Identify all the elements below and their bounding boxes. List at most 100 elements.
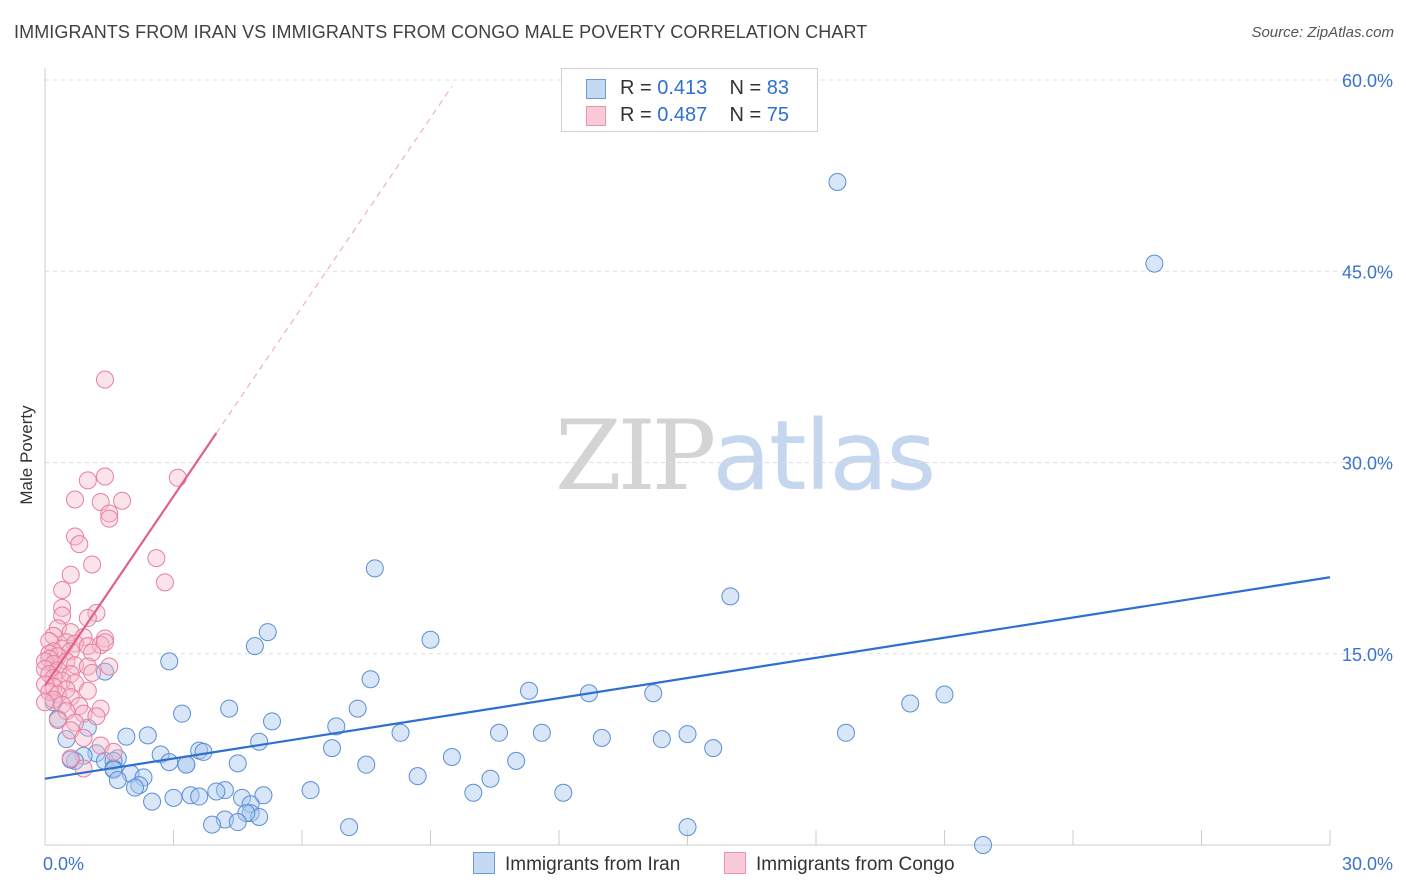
congo-point — [53, 581, 72, 599]
iran-point — [408, 767, 427, 786]
iran-point — [532, 723, 551, 742]
iran-point — [721, 587, 740, 606]
iran-point — [263, 712, 282, 731]
iran-point — [901, 694, 920, 713]
iran-point — [1145, 254, 1164, 273]
iran-point — [365, 559, 384, 578]
iran-point — [173, 704, 192, 723]
x-tick-label-max: 30.0% — [1342, 854, 1393, 874]
iran-point — [520, 681, 539, 700]
legend-swatch-iran — [586, 79, 606, 99]
iran-point — [108, 770, 127, 789]
legend-label-congo: R = 0.487 N = 75 — [620, 104, 789, 127]
congo-point — [48, 711, 67, 730]
iran-point — [391, 723, 410, 742]
iran-point — [138, 726, 157, 745]
congo-point — [70, 535, 89, 554]
iran-point — [322, 739, 341, 758]
legend-label-iran: R = 0.413 N = 83 — [620, 77, 789, 100]
bottom-legend-swatch-iran — [473, 852, 495, 874]
legend-r-value-iran: 0.413 — [657, 77, 708, 99]
congo-point — [36, 693, 54, 712]
congo-point — [147, 549, 166, 568]
congo-point — [168, 468, 187, 487]
iran-point — [678, 725, 697, 744]
iran-point — [125, 778, 144, 797]
congo-point — [104, 742, 123, 761]
watermark: ZIPatlas — [555, 400, 936, 512]
iran-point — [160, 753, 179, 772]
y-tick-label: 15.0% — [1342, 645, 1393, 665]
iran-point — [117, 727, 136, 746]
iran-point — [245, 637, 264, 656]
watermark-atlas: atlas — [712, 400, 936, 512]
congo-point — [78, 681, 97, 700]
legend-r-label-iran: R = — [620, 77, 652, 99]
legend-r-label-congo: R = — [620, 104, 652, 126]
congo-point — [53, 598, 72, 617]
congo-point — [78, 609, 97, 628]
iran-point — [164, 788, 183, 807]
congo-point — [65, 490, 84, 509]
legend-n-value-congo: 75 — [766, 104, 790, 126]
iran-point — [678, 818, 697, 837]
iran-point — [241, 804, 260, 823]
legend-n-label-iran: N = — [729, 77, 762, 99]
congo-point — [100, 509, 119, 528]
congo-trendline — [44, 432, 218, 687]
congo-point — [65, 656, 84, 675]
iran-point — [250, 732, 269, 751]
iran-point — [160, 652, 179, 671]
congo-point — [83, 663, 102, 682]
iran-point — [464, 783, 483, 802]
iran-point — [836, 723, 855, 742]
iran-point — [348, 699, 367, 718]
legend-n-label-congo: N = — [729, 104, 762, 126]
iran-point — [507, 751, 526, 770]
congo-point — [78, 471, 97, 490]
congo-point — [61, 565, 80, 584]
iran-point — [490, 723, 509, 742]
legend-r-value-congo: 0.487 — [657, 104, 708, 126]
legend-n-value-iran: 83 — [766, 77, 790, 99]
congo-point — [83, 555, 102, 574]
iran-point — [644, 684, 663, 703]
iran-point — [228, 813, 247, 832]
iran-point — [203, 815, 222, 834]
iran-point — [301, 781, 320, 800]
congo-trendline-extension — [215, 86, 453, 434]
congo-point — [83, 643, 102, 662]
congo-point — [155, 573, 174, 592]
iran-point — [190, 787, 209, 806]
iran-point — [258, 623, 277, 642]
iran-point — [143, 792, 162, 811]
chart-title: IMMIGRANTS FROM IRAN VS IMMIGRANTS FROM … — [14, 22, 868, 42]
watermark-zip: ZIP — [555, 400, 716, 512]
congo-point — [74, 728, 93, 747]
iran-point — [207, 782, 226, 801]
iran-point — [361, 670, 380, 689]
iran-point — [974, 836, 993, 854]
congo-point — [113, 491, 132, 510]
y-tick-label: 30.0% — [1342, 454, 1393, 474]
iran-point — [652, 730, 671, 749]
iran-point — [421, 630, 440, 649]
source-label: Source: ZipAtlas.com — [1251, 24, 1394, 41]
iran-point — [554, 783, 573, 802]
iran-point — [254, 786, 273, 805]
iran-point — [704, 739, 723, 758]
iran-point — [357, 755, 376, 774]
congo-point — [87, 707, 106, 726]
iran-point — [228, 754, 247, 773]
congo-point — [95, 633, 114, 652]
iran-point — [220, 699, 239, 718]
iran-point — [327, 717, 346, 736]
y-tick-label: 45.0% — [1342, 262, 1393, 282]
bottom-legend-swatch-congo — [724, 852, 746, 874]
bottom-legend-label-congo: Immigrants from Congo — [756, 854, 955, 875]
legend: R = 0.413 N = 83 R = 0.487 N = 75 — [561, 68, 818, 132]
iran-point — [592, 728, 611, 747]
congo-point — [95, 467, 114, 486]
iran-point — [340, 818, 359, 837]
